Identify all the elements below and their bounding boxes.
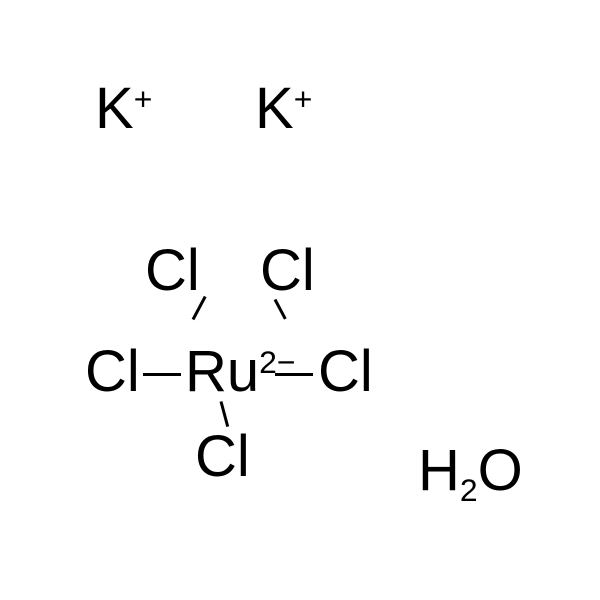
water-H: H bbox=[418, 438, 460, 503]
water-sub-2: 2 bbox=[460, 472, 478, 508]
water-O: O bbox=[478, 438, 523, 503]
atom-K-2: K+ bbox=[255, 80, 312, 138]
atom-K-1-symbol: K bbox=[95, 76, 134, 141]
atom-K-2-symbol: K bbox=[255, 76, 294, 141]
atom-Cl-upper-right-symbol: Cl bbox=[260, 238, 315, 303]
atom-Cl-lower: Cl bbox=[195, 428, 250, 486]
bond-Ru-Cl-right bbox=[275, 373, 313, 376]
atom-Cl-upper-left-symbol: Cl bbox=[145, 238, 200, 303]
molecule-water: H2O bbox=[418, 442, 523, 500]
atom-Cl-upper-right: Cl bbox=[260, 242, 315, 300]
atom-K-2-charge: + bbox=[294, 81, 313, 117]
chemical-structure-diagram: K+ K+ Cl Cl Cl Ru2− Cl Cl H2O bbox=[0, 0, 600, 600]
atom-Cl-right-symbol: Cl bbox=[318, 339, 373, 404]
atom-Cl-upper-left: Cl bbox=[145, 242, 200, 300]
atom-Ru-symbol: Ru bbox=[185, 339, 259, 404]
atom-Cl-left: Cl bbox=[85, 343, 140, 401]
atom-K-1-charge: + bbox=[134, 81, 153, 117]
atom-Cl-lower-symbol: Cl bbox=[195, 424, 250, 489]
bond-Ru-Cl-left bbox=[143, 373, 181, 376]
atom-Ru-center: Ru2− bbox=[185, 343, 296, 401]
atom-Cl-left-symbol: Cl bbox=[85, 339, 140, 404]
atom-K-1: K+ bbox=[95, 80, 152, 138]
atom-Cl-right: Cl bbox=[318, 343, 373, 401]
